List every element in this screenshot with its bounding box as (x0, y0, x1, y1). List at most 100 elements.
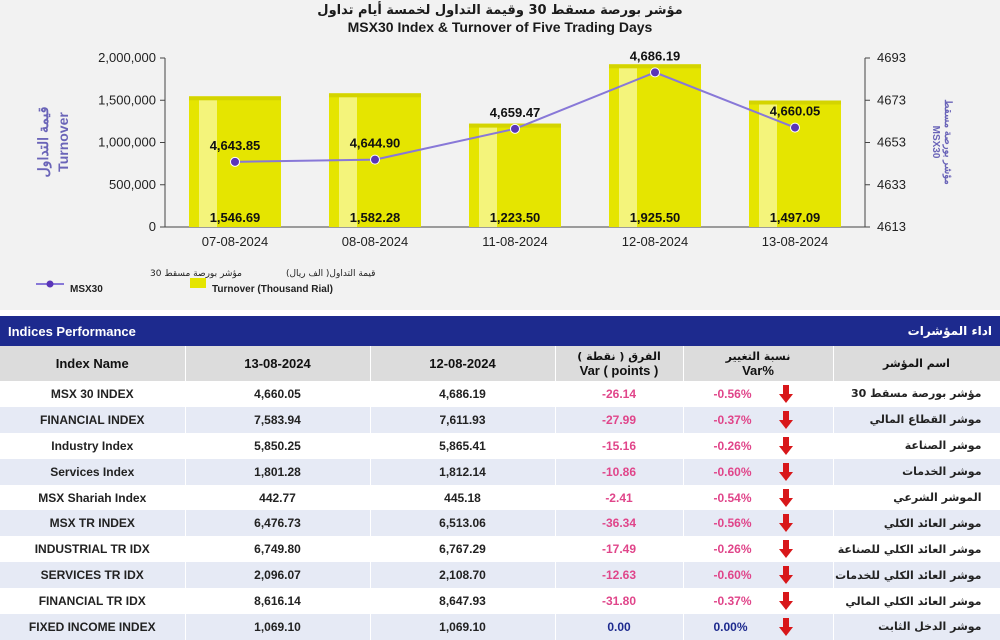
cell-name-ar: موشر العائد الكلي (833, 510, 1000, 537)
bar-value-label: 1,546.69 (210, 210, 261, 225)
bar-13-08-2024: 1,497.09 (749, 100, 841, 227)
cell-date-1: 8,616.14 (185, 588, 371, 615)
cell-date-2: 1,069.10 (370, 614, 556, 640)
bar-highlight (479, 123, 497, 227)
legend-line-ar: مؤشر بورصة مسقط 30 (150, 269, 242, 279)
col-date-2: 12-08-2024 (370, 346, 556, 381)
bar-highlight (619, 64, 637, 227)
bar-cap (749, 100, 841, 105)
bar-series: 1,546.69 1,582.28 1,223.50 1,925.50 1,497.09 (189, 64, 841, 228)
bar-cap (609, 64, 701, 69)
combo-chart: مؤشر بورصة مسقط 30 وقيمة التداول لخمسة أ… (35, 1, 953, 295)
arrow-down-icon (778, 618, 793, 637)
cell-name-ar: موشر القطاع المالي (833, 406, 1000, 433)
cell-var: -27.99 (555, 406, 684, 433)
line-marker (650, 67, 660, 78)
right-tick-label: 4613 (877, 219, 906, 234)
cell-date-1: 1,801.28 (185, 458, 371, 485)
cell-pct: -0.54% (683, 484, 834, 511)
line-value-label: 4,643.85 (210, 138, 261, 153)
arrow-down-icon (778, 514, 793, 533)
bar-cap (329, 93, 421, 98)
table-row: MSX TR INDEX 6,476.73 6,513.06 -36.34 -0.56%… (0, 510, 1000, 537)
cell-var: -12.63 (555, 562, 684, 589)
table-row: INDUSTRIAL TR IDX 6,749.80 6,767.29 -17.49 -… (0, 536, 1000, 563)
legend-line-en: MSX30 (70, 284, 103, 295)
line-marker (370, 154, 380, 165)
col-var-ar: الفرق ( نقطة ) (577, 349, 661, 363)
x-tick-labels: 07-08-2024 08-08-2024 11-08-2024 12-08-2024… (202, 234, 829, 249)
cell-var: -17.49 (555, 536, 684, 563)
bar-value-label: 1,497.09 (770, 210, 821, 225)
left-tick-label: 2,000,000 (98, 50, 156, 65)
cell-pct-value: -0.37% (713, 594, 752, 609)
cell-date-2: 445.18 (370, 484, 556, 511)
line-value-label: 4,686.19 (630, 48, 681, 63)
x-tick-label: 12-08-2024 (622, 234, 689, 249)
table-title-ar: اداء المؤشرات (907, 324, 992, 338)
table-row: Industry Index 5,850.25 5,865.41 -15.16 -0.2… (0, 432, 1000, 459)
right-ticks: 4613 4633 4653 4673 4693 (865, 50, 906, 234)
cell-index-name: FIXED INCOME INDEX (0, 614, 186, 640)
col-index-name: Index Name (0, 346, 186, 381)
cell-name-ar: موشر العائد الكلي المالي (833, 588, 1000, 615)
cell-pct: -0.60% (683, 458, 834, 485)
x-tick-label: 13-08-2024 (762, 234, 829, 249)
table-row: FIXED INCOME INDEX 1,069.10 1,069.10 0.00 0.… (0, 614, 1000, 640)
col-var: الفرق ( نقطة ) Var ( points ) (555, 346, 684, 381)
cell-index-name: FINANCIAL INDEX (0, 406, 186, 433)
cell-index-name: SERVICES TR IDX (0, 562, 186, 589)
table-body: MSX 30 INDEX 4,660.05 4,686.19 -26.14 -0.56%… (0, 381, 1000, 640)
legend-bar-swatch (190, 278, 206, 288)
x-tick-label: 07-08-2024 (202, 234, 269, 249)
cell-pct-value: -0.60% (713, 464, 752, 479)
table-row: Services Index 1,801.28 1,812.14 -10.86 -0.6… (0, 458, 1000, 485)
line-value-label: 4,659.47 (490, 105, 541, 120)
right-tick-label: 4633 (877, 177, 906, 192)
cell-date-1: 6,749.80 (185, 536, 371, 563)
cell-index-name: FINANCIAL TR IDX (0, 588, 186, 615)
cell-pct: -0.37% (683, 588, 834, 615)
x-tick-label: 11-08-2024 (482, 234, 548, 249)
cell-date-2: 1,812.14 (370, 458, 556, 485)
chart-panel: مؤشر بورصة مسقط 30 وقيمة التداول لخمسة أ… (0, 0, 1000, 310)
cell-var: -31.80 (555, 588, 684, 615)
arrow-down-icon (778, 488, 793, 507)
col-pct: نسبة التغيير Var% (683, 346, 834, 381)
arrow-down-icon (778, 592, 793, 611)
cell-name-ar: موشر العائد الكلي للصناعة (833, 536, 1000, 563)
chart-title-ar: مؤشر بورصة مسقط 30 وقيمة التداول لخمسة أ… (317, 1, 682, 18)
cell-pct-value: -0.56% (713, 516, 752, 531)
cell-pct-value: -0.56% (713, 387, 752, 401)
cell-date-2: 6,513.06 (370, 510, 556, 537)
table-title-en: Indices Performance (8, 323, 136, 339)
legend-bar-en: Turnover (Thousand Rial) (212, 284, 333, 295)
table-row: SERVICES TR IDX 2,096.07 2,108.70 -12.63 -0.… (0, 562, 1000, 589)
cell-pct: 0.00% (683, 614, 834, 640)
cell-date-2: 8,647.93 (370, 588, 556, 615)
arrow-down-icon (778, 410, 793, 429)
cell-index-name: Services Index (0, 458, 186, 485)
arrow-down-icon (778, 436, 793, 455)
left-ticks: 0 500,000 1,000,000 1,500,000 2,000,000 (98, 50, 165, 234)
cell-name-ar: موشر العائد الكلي للخدمات (833, 562, 1000, 589)
cell-date-1: 5,850.25 (185, 432, 371, 459)
table-row: MSX Shariah Index 442.77 445.18 -2.41 -0.54%… (0, 484, 1000, 511)
left-tick-label: 0 (149, 219, 156, 234)
cell-pct: -0.26% (683, 536, 834, 563)
cell-date-2: 7,611.93 (370, 406, 556, 433)
cell-var: -15.16 (555, 432, 684, 459)
left-axis-title-ar: قيمة التداول (35, 107, 52, 178)
right-axis-title-ar: مؤشر بورصة مسقط (942, 99, 953, 184)
arrow-down-icon (778, 566, 793, 585)
table-row: FINANCIAL TR IDX 8,616.14 8,647.93 -31.80 -0… (0, 588, 1000, 615)
cell-index-name: MSX Shariah Index (0, 484, 186, 511)
cell-var: 0.00 (555, 614, 684, 640)
legend-bar-ar: قيمة التداول( الف ريال) (286, 269, 375, 279)
cell-date-2: 6,767.29 (370, 536, 556, 563)
legend: مؤشر بورصة مسقط 30 MSX30 قيمة التداول( ا… (36, 269, 375, 295)
col-date-1: 13-08-2024 (185, 346, 371, 381)
right-tick-label: 4673 (877, 92, 906, 107)
cell-date-1: 2,096.07 (185, 562, 371, 589)
cell-pct-value: -0.26% (713, 438, 752, 453)
